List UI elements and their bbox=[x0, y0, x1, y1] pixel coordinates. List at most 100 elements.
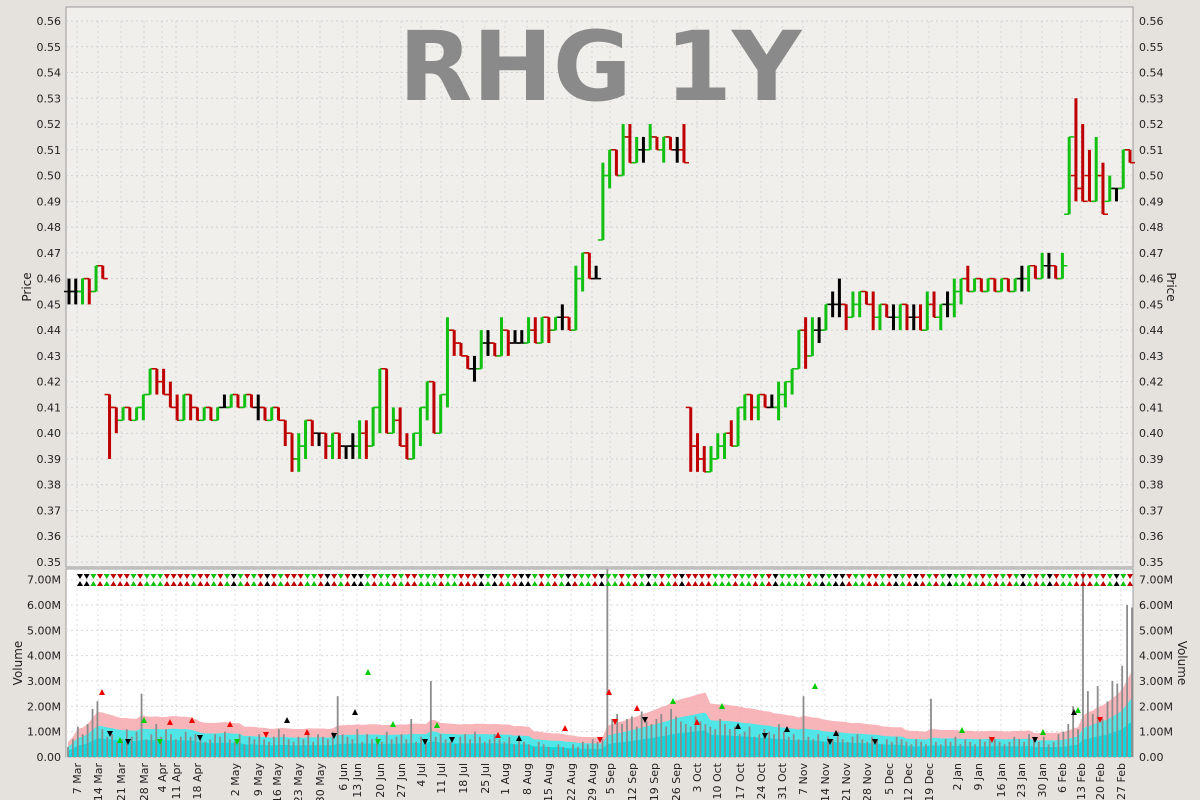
direction-marker bbox=[130, 574, 137, 586]
direction-marker bbox=[926, 574, 933, 586]
direction-marker bbox=[197, 574, 204, 586]
volume-bar bbox=[493, 734, 496, 757]
ohlc-bar-range bbox=[439, 394, 443, 434]
direction-marker bbox=[692, 574, 699, 586]
volume-bar bbox=[189, 736, 192, 757]
price-tick-label: 0.56 bbox=[37, 15, 62, 28]
volume-bar bbox=[459, 736, 462, 757]
volume-tick-label: 3.00M bbox=[27, 675, 61, 688]
volume-bar bbox=[425, 739, 427, 757]
date-tick-label: 12 Dec bbox=[902, 763, 915, 800]
direction-marker bbox=[1019, 574, 1026, 586]
ohlc-bar-range bbox=[1074, 98, 1078, 202]
volume-bar bbox=[253, 739, 256, 757]
date-tick-label: 30 May bbox=[314, 763, 327, 800]
price-tick-label: 0.54 bbox=[37, 67, 62, 80]
direction-marker bbox=[993, 574, 1000, 586]
volume-tick-label: 5.00M bbox=[1139, 624, 1173, 637]
volume-bar bbox=[277, 729, 280, 757]
volume-bar bbox=[224, 731, 226, 757]
direction-marker bbox=[284, 574, 291, 586]
volume-bar bbox=[390, 739, 393, 757]
ohlc-bar bbox=[97, 264, 108, 280]
signal-triangle bbox=[167, 719, 173, 725]
signal-triangle bbox=[784, 726, 790, 732]
volume-bar bbox=[444, 739, 447, 757]
direction-marker bbox=[866, 574, 873, 586]
volume-tick-label: 7.00M bbox=[1139, 574, 1173, 587]
date-tick-label: 27 Feb bbox=[1115, 763, 1128, 800]
signal-triangle bbox=[99, 689, 105, 695]
direction-marker bbox=[1053, 574, 1060, 586]
volume-bar bbox=[694, 716, 697, 757]
ohlc-bar-range bbox=[317, 433, 321, 447]
direction-marker bbox=[685, 574, 692, 586]
signal-triangle bbox=[719, 703, 725, 709]
direction-marker bbox=[739, 574, 746, 586]
volume-bar bbox=[1008, 741, 1011, 757]
volume-bar bbox=[376, 736, 378, 757]
price-tick-label: 0.36 bbox=[37, 530, 62, 543]
volume-bar bbox=[1121, 665, 1124, 757]
direction-marker bbox=[772, 574, 779, 586]
direction-marker bbox=[411, 574, 418, 586]
price-tick-label: 0.55 bbox=[37, 41, 62, 54]
volume-bar bbox=[640, 711, 643, 757]
volume-bar bbox=[263, 739, 266, 757]
ohlc-bar-range bbox=[810, 317, 814, 356]
ohlc-bar-range bbox=[581, 252, 585, 292]
ohlc-bar-range bbox=[540, 317, 544, 344]
volume-bar bbox=[557, 744, 560, 757]
ohlc-bar bbox=[1077, 124, 1088, 203]
volume-bar bbox=[1106, 701, 1109, 757]
direction-marker bbox=[1040, 574, 1047, 586]
signal-triangle bbox=[634, 705, 640, 711]
direction-marker bbox=[719, 574, 726, 586]
volume-tick-label: 0.00 bbox=[1139, 751, 1164, 764]
ohlc-bar-range bbox=[500, 317, 504, 356]
volume-bar bbox=[503, 741, 506, 757]
direction-marker bbox=[1100, 574, 1107, 586]
direction-marker bbox=[291, 574, 298, 586]
signal-triangle bbox=[422, 739, 428, 745]
date-tick-label: 6 Jun bbox=[337, 763, 350, 791]
direction-marker bbox=[250, 574, 257, 586]
volume-bar bbox=[248, 736, 251, 757]
direction-marker bbox=[170, 574, 177, 586]
volume-bar bbox=[204, 741, 207, 757]
price-tick-label: 0.45 bbox=[1139, 298, 1164, 311]
volume-axis-label-left: Volume bbox=[11, 641, 25, 686]
direction-marker bbox=[177, 574, 184, 586]
volume-bar bbox=[856, 734, 859, 757]
volume-bar bbox=[572, 744, 574, 757]
ohlc-bar-range bbox=[135, 407, 139, 421]
direction-marker bbox=[1006, 574, 1013, 586]
ohlc-bar-range bbox=[770, 394, 774, 408]
ohlc-bar-range bbox=[202, 407, 206, 421]
volume-tick-label: 5.00M bbox=[27, 624, 61, 637]
direction-marker bbox=[1106, 574, 1113, 586]
volume-tick-label: 0.00 bbox=[37, 751, 62, 764]
ohlc-bar-range bbox=[466, 355, 470, 369]
ohlc-bar-range bbox=[1033, 265, 1037, 279]
price-tick-label: 0.46 bbox=[37, 273, 62, 286]
volume-bar bbox=[194, 734, 197, 757]
price-axis-right: 0.35 0.36 0.37 0.38 0.39 0.40 0.41 0.42 0.43 0.44… bbox=[1139, 15, 1164, 569]
chart-title: RHG 1Y bbox=[399, 11, 803, 123]
ohlc-bar bbox=[1057, 252, 1068, 280]
ohlc-bar-range bbox=[608, 149, 612, 189]
direction-marker bbox=[458, 574, 465, 586]
price-tick-label: 0.39 bbox=[1139, 453, 1164, 466]
direction-marker bbox=[364, 574, 371, 586]
ohlc-bar-range bbox=[398, 407, 402, 447]
direction-marker bbox=[157, 574, 164, 586]
direction-marker bbox=[317, 574, 324, 586]
volume-bar bbox=[979, 739, 981, 757]
volume-bar bbox=[326, 739, 329, 757]
date-tick-label: 15 Aug bbox=[542, 763, 555, 800]
volume-bar bbox=[228, 739, 231, 757]
direction-marker bbox=[792, 574, 799, 586]
price-tick-label: 0.43 bbox=[37, 350, 62, 363]
price-grid bbox=[66, 20, 1133, 567]
